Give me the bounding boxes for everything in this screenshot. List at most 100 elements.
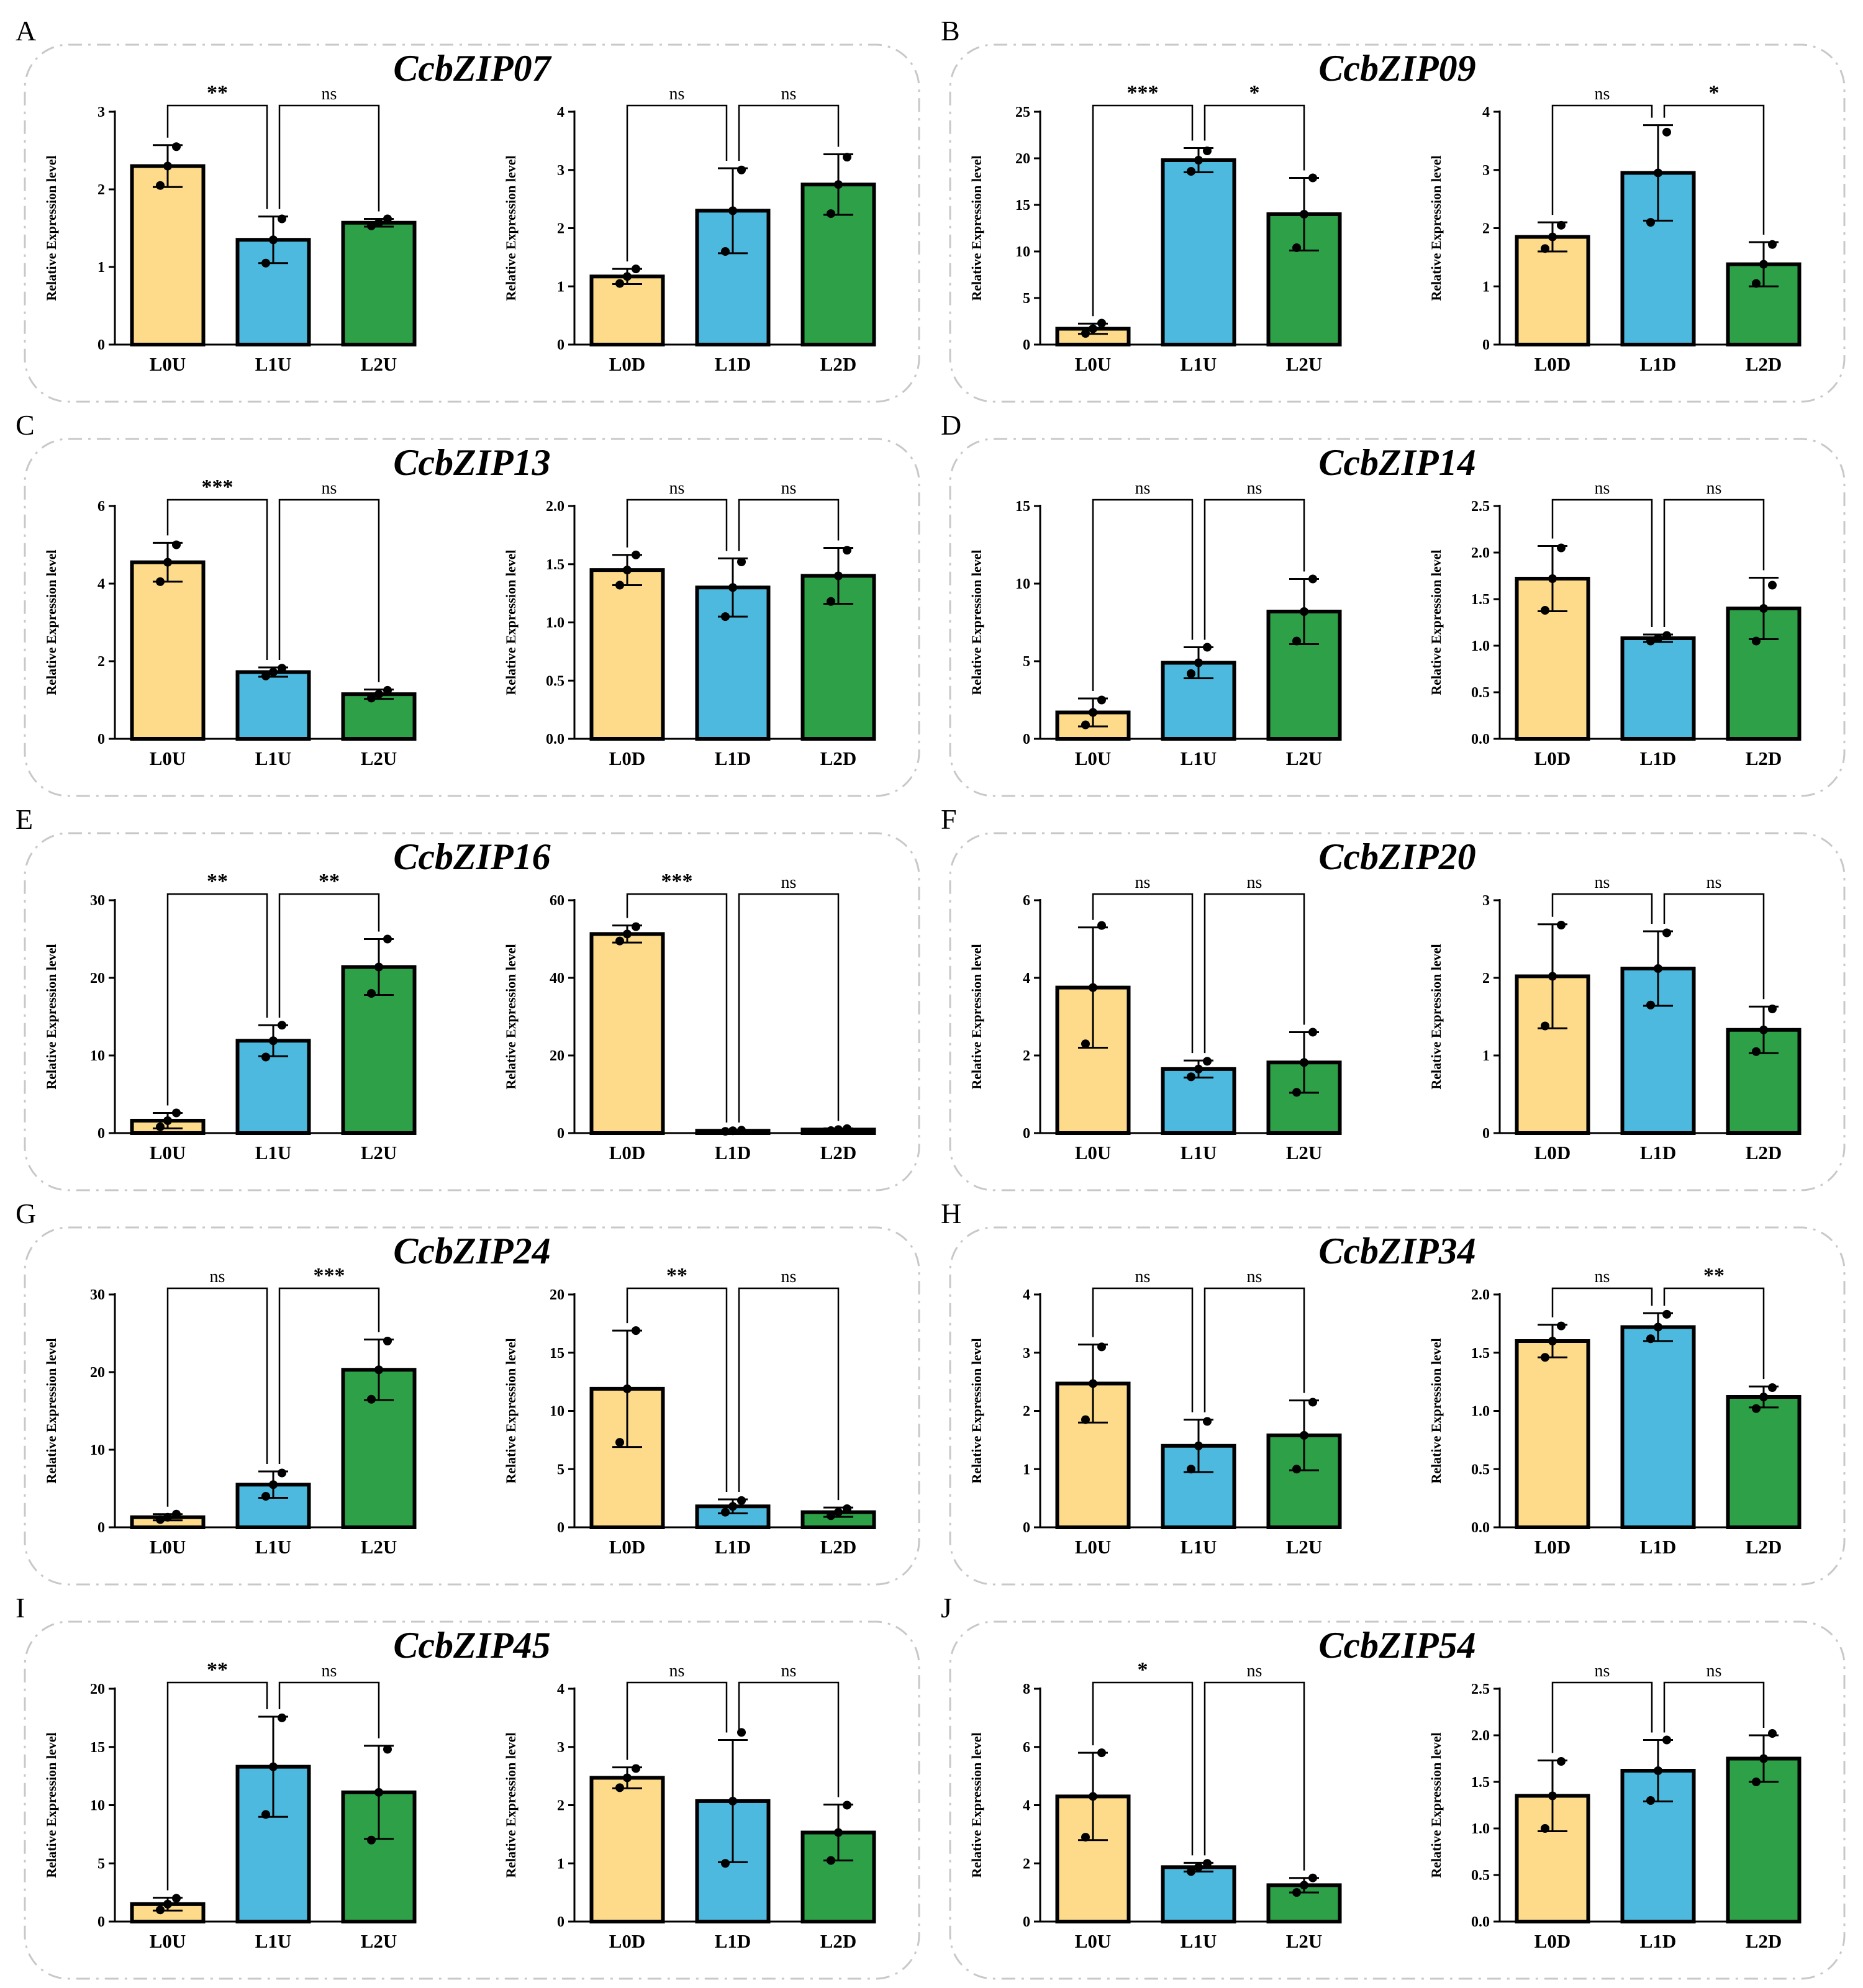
panel-border [24, 1226, 920, 1586]
panel-label: I [16, 1592, 25, 1624]
x-category-label: L0U [1075, 1536, 1112, 1558]
significance-bracket [166, 104, 268, 209]
significance-label: ns [322, 84, 337, 104]
significance-label: ns [1595, 479, 1610, 498]
x-category-label: L2U [361, 353, 397, 375]
y-axis-label: Relative Expression level [503, 155, 519, 300]
data-point [1300, 1058, 1308, 1067]
x-category-label: L0D [609, 353, 646, 375]
data-point [1308, 574, 1317, 584]
y-axis-label: Relative Expression level [43, 944, 59, 1089]
y-tick-label: 1 [557, 279, 564, 295]
bar [1620, 636, 1696, 741]
y-tick-label: 20 [90, 970, 105, 987]
significance-label: ns [1595, 873, 1610, 892]
significance-bracket [626, 1287, 728, 1492]
bar [589, 1776, 665, 1923]
x-category-label: L0U [150, 1930, 186, 1952]
y-tick-label: 1 [1482, 1048, 1490, 1064]
y-tick-label: 0 [97, 731, 105, 748]
gene-title: CcbZIP16 [393, 836, 550, 877]
data-point [623, 929, 632, 939]
panel-E: E CcbZIP16 Relative Expression level 0 10 20 3… [16, 803, 920, 1191]
y-tick-label: 2 [557, 1798, 564, 1814]
data-point [834, 1828, 843, 1837]
y-axis-label: Relative Expression level [1428, 944, 1444, 1089]
data-point [623, 272, 632, 281]
data-point [1292, 636, 1301, 646]
data-point [1759, 1025, 1768, 1034]
y-axis-label: Relative Expression level [1428, 155, 1444, 300]
data-point [1557, 1757, 1566, 1766]
x-category-label: L2D [820, 1536, 857, 1558]
y-axis-label: Relative Expression level [503, 1732, 519, 1877]
data-point [1081, 1039, 1090, 1049]
bar [1620, 1325, 1696, 1529]
bar [235, 670, 311, 741]
data-point [1759, 1393, 1768, 1401]
data-point [615, 1438, 624, 1447]
data-point [1187, 167, 1195, 176]
x-category-label: L2U [361, 748, 397, 769]
data-point [1089, 708, 1097, 717]
x-category-label: L1D [1640, 1142, 1677, 1163]
significance-bracket [738, 1287, 840, 1501]
x-category-label: L1D [715, 1536, 751, 1558]
x-category-label: L1D [1640, 748, 1677, 769]
y-tick-label: 0 [1023, 731, 1030, 748]
y-tick-label: 4 [557, 104, 564, 120]
data-point [172, 1108, 181, 1118]
x-category-label: L1D [715, 1930, 751, 1952]
significance-bracket [626, 499, 728, 551]
data-point [721, 1507, 730, 1517]
data-point [367, 1835, 376, 1845]
significance-label: ** [207, 870, 228, 893]
significance-label: ns [781, 84, 797, 104]
data-point [367, 1394, 376, 1404]
data-point [1557, 220, 1566, 230]
y-tick-label: 20 [1015, 151, 1030, 167]
data-point [1292, 1088, 1301, 1097]
y-tick-label: 20 [90, 1365, 105, 1381]
y-axis-label: Relative Expression level [43, 549, 59, 695]
x-category-label: L0U [150, 1142, 186, 1163]
significance-label: ns [781, 1661, 797, 1681]
data-point [1768, 1729, 1777, 1738]
significance-label: ns [781, 1267, 797, 1286]
y-axis-label: Relative Expression level [503, 1338, 519, 1483]
y-tick-label: 60 [550, 893, 564, 909]
data-point [1662, 127, 1671, 137]
data-point [721, 612, 730, 621]
data-point [1089, 983, 1097, 992]
x-category-label: L0U [1075, 353, 1112, 375]
data-point [269, 235, 278, 245]
chart-D-up: Relative Expression level 0 5 10 15 L0U L1U L2U… [969, 479, 1342, 769]
y-tick-label: 15 [1015, 197, 1030, 214]
data-point [728, 1502, 737, 1511]
data-point [383, 1745, 392, 1754]
y-tick-label: 15 [90, 1740, 105, 1756]
y-tick-label: 1.0 [1471, 638, 1490, 654]
y-tick-label: 2 [97, 654, 105, 670]
data-point [1768, 1005, 1777, 1013]
gene-title: CcbZIP09 [1318, 48, 1475, 89]
bar [589, 274, 665, 346]
significance-bracket [1551, 893, 1653, 924]
data-point [843, 546, 851, 555]
data-point [1194, 1441, 1203, 1450]
chart-C-up: Relative Expression level 0 2 4 6 L0U L1U L2U **… [43, 476, 417, 769]
x-category-label: L1D [715, 748, 751, 769]
y-tick-label: 0.0 [546, 731, 564, 748]
x-category-label: L1D [715, 353, 751, 375]
significance-bracket [1203, 1681, 1305, 1871]
data-point [1541, 606, 1549, 615]
chart-I-up: Relative Expression level 0 5 10 15 20 L0U L1U L… [43, 1658, 417, 1952]
data-point [1292, 1465, 1301, 1474]
significance-bracket [166, 1287, 268, 1507]
data-point [1759, 604, 1768, 613]
y-tick-label: 1.0 [1471, 1404, 1490, 1420]
chart-G-down: Relative Expression level 0 5 10 15 20 L0D L1D L… [503, 1264, 876, 1558]
data-point [156, 1515, 165, 1524]
significance-label: ns [322, 1661, 337, 1681]
